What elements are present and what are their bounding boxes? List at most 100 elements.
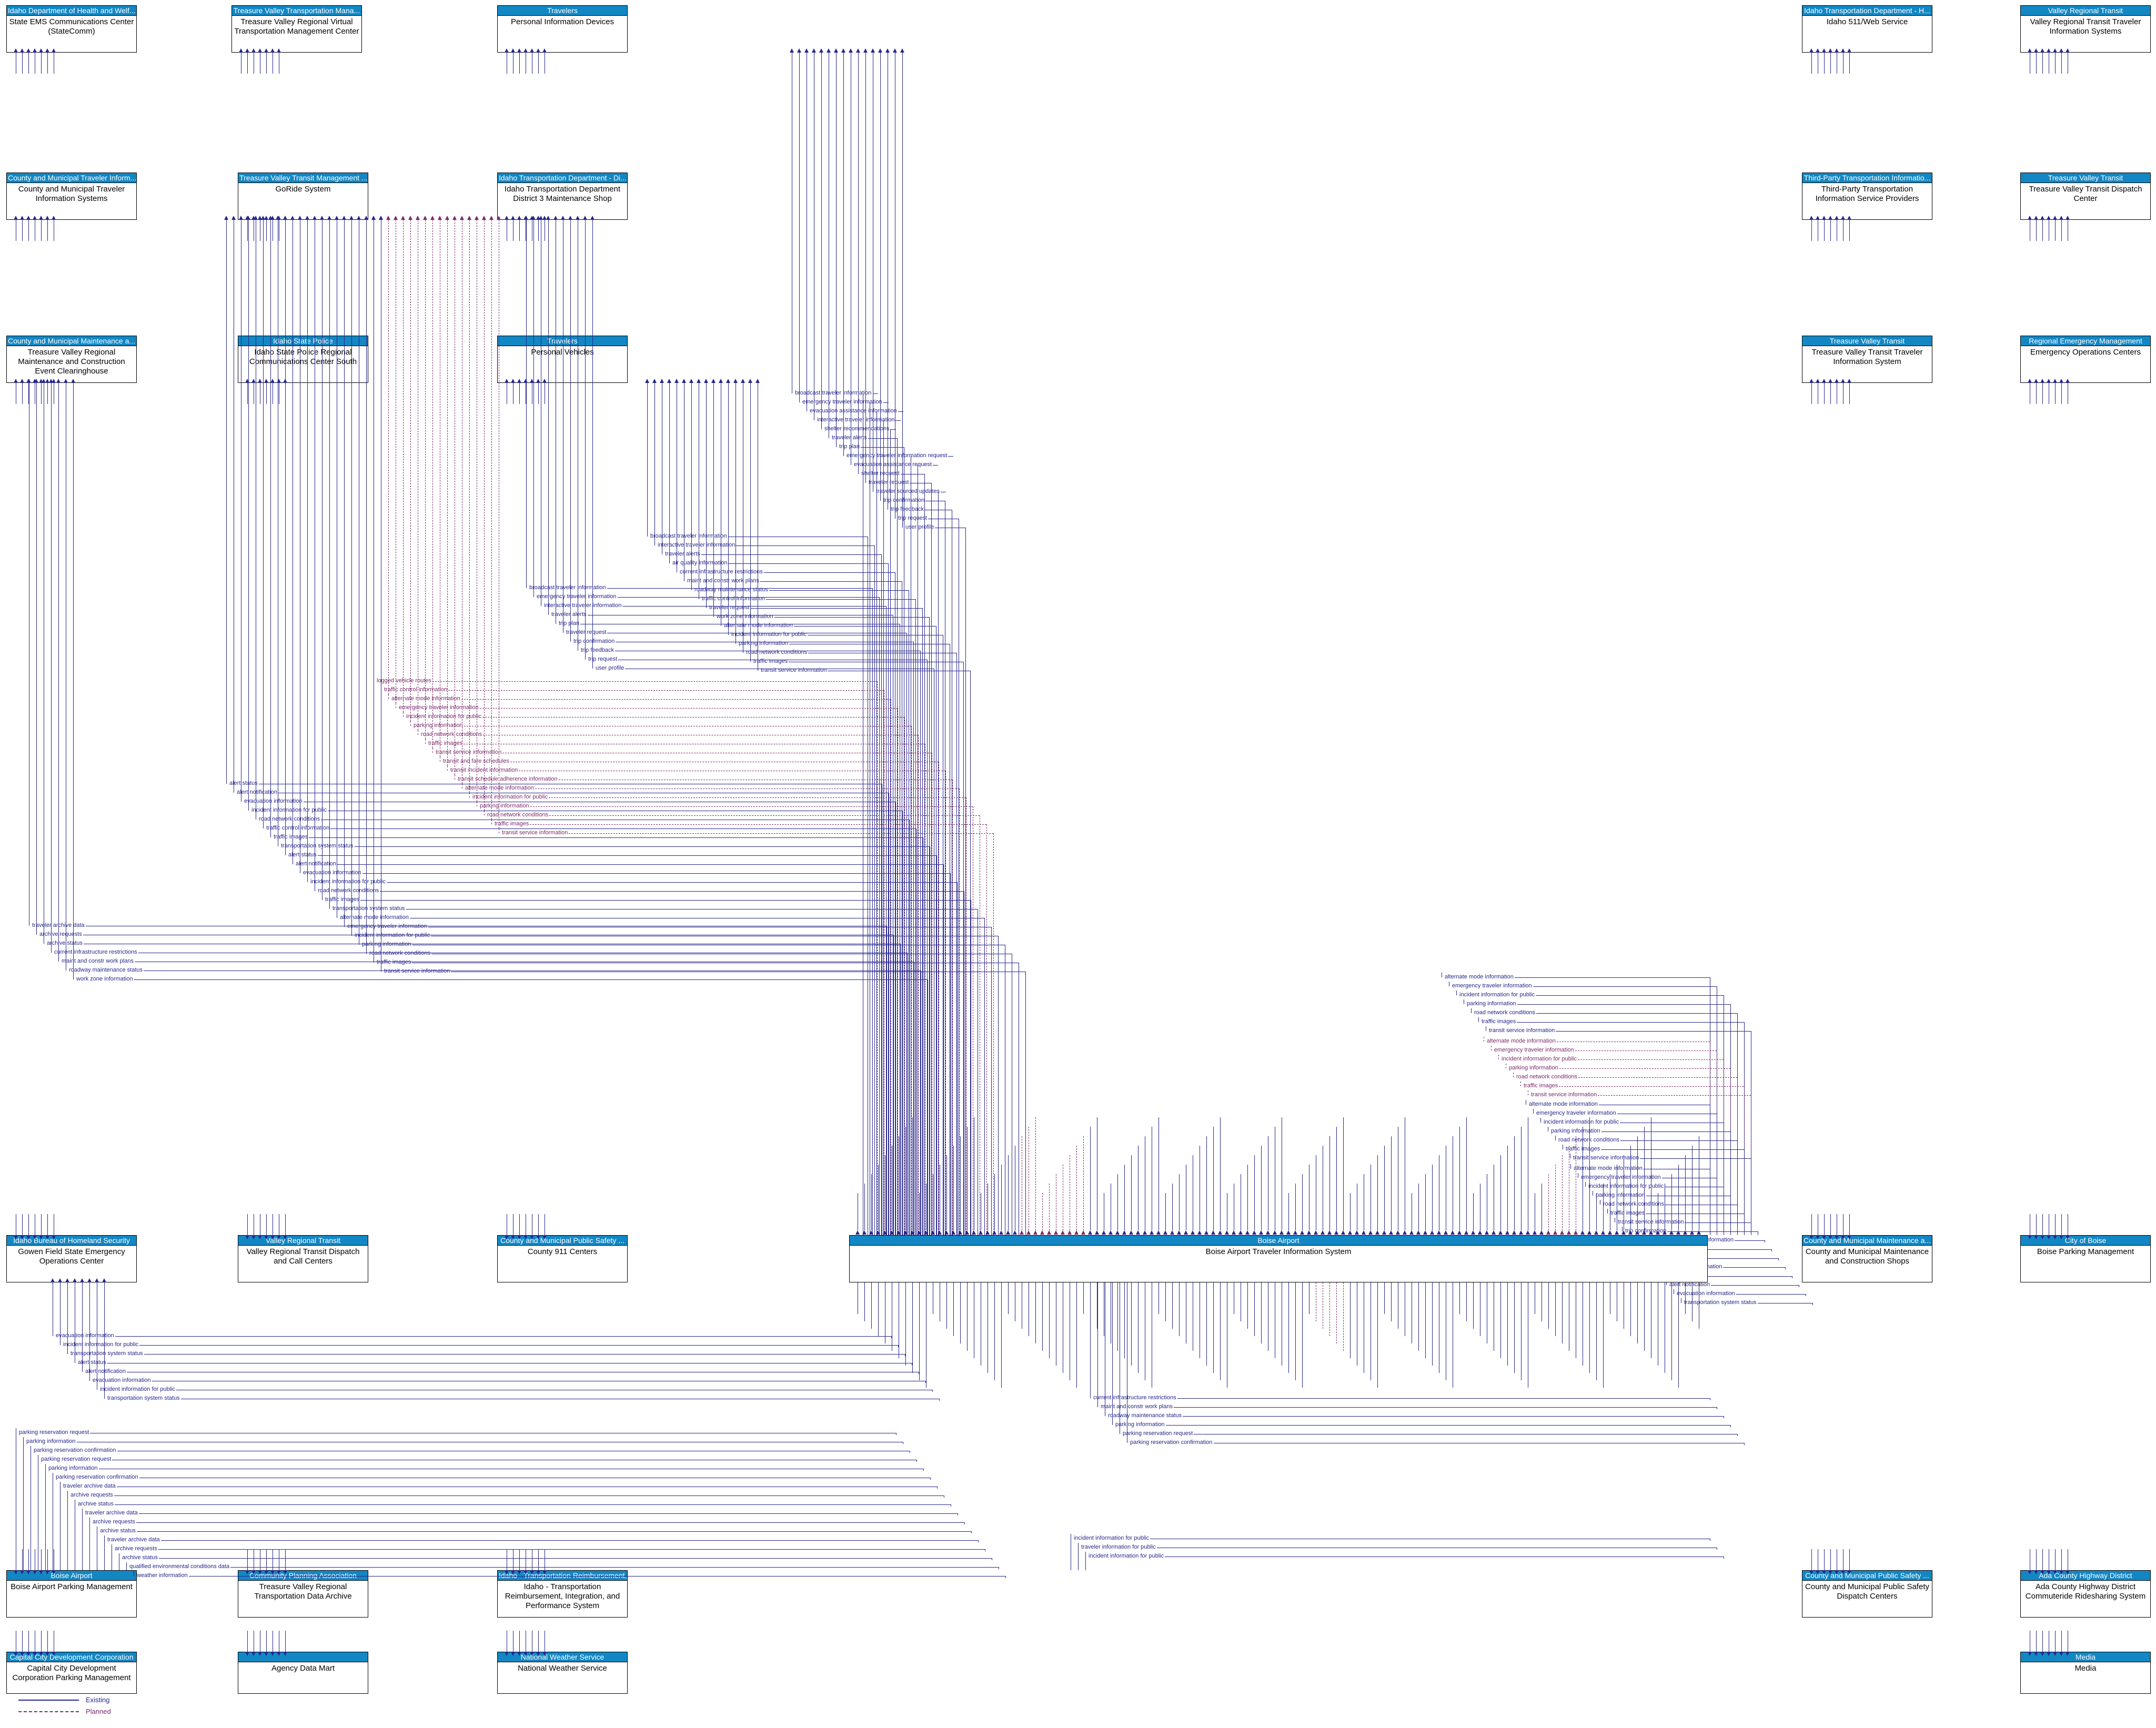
centre-bottom-riser — [953, 1282, 954, 1336]
flow-connector-vertical — [893, 935, 894, 1235]
element-box-goride[interactable]: Treasure Valley Transit Management ... Go… — [238, 173, 368, 220]
element-box-thirdparty[interactable]: Third-Party Transportation Informatio...… — [1802, 173, 1932, 220]
element-box-trips[interactable]: Idaho - Transportation Reimbursement, In… — [497, 1570, 628, 1618]
element-box-ccdcpark[interactable]: Capital City Development Corporation Capi… — [6, 1652, 137, 1694]
centre-top-arrowhead — [1478, 1230, 1482, 1235]
flow-connector-riser — [902, 53, 903, 523]
element-stub — [519, 383, 520, 404]
element-box-gowen[interactable]: Idaho Bureau of Homeland Security Gowen F… — [6, 1235, 137, 1282]
element-stub-arrowhead — [530, 1652, 534, 1656]
element-box-pveh[interactable]: Travelers Personal Vehicles — [497, 336, 628, 383]
flow-connector-vertical — [943, 864, 944, 1235]
element-box-eoc[interactable]: Regional Emergency Management Emergency O… — [2020, 336, 2151, 383]
element-stub-arrowhead — [33, 1570, 37, 1574]
element-box-pid[interactable]: Travelers Personal Information Devices — [497, 5, 628, 53]
flow-label: user profile — [905, 524, 934, 530]
element-stub-arrowhead — [1835, 379, 1839, 383]
flow-connector-horizontal — [1711, 1285, 1799, 1286]
flow-connector-vertical — [913, 642, 914, 1235]
element-stub — [247, 383, 248, 404]
element-box-tvrvtmc[interactable]: Treasure Valley Transportation Mana... Tr… — [231, 5, 362, 53]
flow-connector-stub — [1513, 1073, 1514, 1077]
element-stub-arrowhead — [283, 379, 287, 383]
centre-top-arrowhead — [1266, 1230, 1270, 1235]
flow-connector-stub — [1078, 1543, 1079, 1548]
centre-top-riser — [1083, 1136, 1084, 1230]
centre-top-riser — [1391, 1136, 1392, 1230]
element-box-nws[interactable]: National Weather Service National Weather… — [497, 1652, 628, 1694]
flow-arrowhead — [49, 379, 53, 383]
centre-bottom-riser — [1213, 1282, 1214, 1373]
flow-connector-riser — [1112, 1282, 1113, 1420]
element-name: State EMS Communications Center (StateCo… — [9, 17, 134, 36]
element-box-i511[interactable]: Idaho Transportation Department - H... Id… — [1802, 5, 1932, 53]
element-box-boisepark[interactable]: City of Boise Boise Parking Management — [2020, 1235, 2151, 1282]
element-box-achdcomm[interactable]: Ada County Highway District Ada County Hi… — [2020, 1570, 2151, 1618]
flow-connector-horizontal — [618, 597, 879, 598]
flow-label: traffic images — [1482, 1018, 1516, 1025]
element-stakeholder: City of Boise — [2021, 1236, 2150, 1246]
element-stub — [519, 1549, 520, 1570]
centre-top-arrowhead — [1519, 1230, 1523, 1235]
center-element-box[interactable]: Boise Airport Boise Airport Traveler Inf… — [849, 1235, 1708, 1282]
flow-label: traffic images — [1610, 1210, 1645, 1216]
flow-connector-stub — [1478, 1017, 1479, 1022]
element-box-media[interactable]: Media Media — [2020, 1652, 2151, 1694]
centre-top-riser — [1131, 1155, 1132, 1230]
centre-top-arrowhead — [1252, 1230, 1256, 1235]
flow-connector-riser — [425, 220, 426, 739]
element-stub-arrowhead — [39, 1235, 43, 1239]
element-box-bairpark[interactable]: Boise Airport Boise Airport Parking Manag… — [6, 1570, 137, 1618]
element-box-adm[interactable]: Agency Data Mart — [238, 1652, 368, 1694]
centre-top-arrowhead — [972, 1230, 976, 1235]
element-box-tvtdisp[interactable]: Treasure Valley Transit Treasure Valley T… — [2020, 173, 2151, 220]
flow-connector-riser — [713, 383, 714, 612]
element-name: Treasure Valley Transit Traveler Informa… — [1811, 348, 1923, 366]
element-stub-arrowhead — [39, 48, 43, 53]
element-box-itdd3[interactable]: Idaho Transportation Department - Di... I… — [497, 173, 628, 220]
flow-connector-riser — [270, 220, 271, 833]
flow-connector-vertical — [970, 671, 971, 1235]
element-stub-arrowhead — [45, 1652, 49, 1656]
element-box-statecomm[interactable]: Idaho Department of Health and Welf... St… — [6, 5, 137, 53]
element-box-tvttis[interactable]: Treasure Valley Transit Treasure Valley T… — [1802, 336, 1932, 383]
element-box-cmmcs[interactable]: County and Municipal Maintenance a... Cou… — [1802, 1235, 1932, 1282]
element-box-cmtis[interactable]: County and Municipal Traveler Inform... C… — [6, 173, 137, 220]
centre-bottom-riser — [946, 1282, 947, 1329]
flow-arrowhead — [674, 379, 679, 383]
flow-connector-vertical — [881, 554, 882, 1235]
element-stub-arrowhead — [511, 216, 515, 220]
element-box-vrttis[interactable]: Valley Regional Transit Valley Regional T… — [2020, 5, 2151, 53]
centre-top-riser — [912, 1117, 913, 1230]
element-box-tvrtda[interactable]: Community Planning Association Treasure V… — [238, 1570, 368, 1618]
flow-arrowhead — [80, 1278, 84, 1282]
flow-connector-horizontal — [760, 581, 902, 582]
element-box-vrtdisp[interactable]: Valley Regional Transit Valley Regional T… — [238, 1235, 368, 1282]
element-box-county911[interactable]: County and Municipal Public Safety ... Co… — [497, 1235, 628, 1282]
flow-arrowhead — [416, 216, 420, 220]
element-box-tvrmcec[interactable]: County and Municipal Maintenance a... Tre… — [6, 336, 137, 383]
element-stub-arrowhead — [277, 216, 281, 220]
centre-top-arrowhead — [1040, 1230, 1044, 1235]
flow-label: traveler alerts — [832, 434, 867, 441]
element-stub-arrowhead — [45, 48, 49, 53]
element-box-cmpsdc[interactable]: County and Municipal Public Safety ... Co… — [1802, 1570, 1932, 1618]
flow-arrowhead — [856, 48, 860, 53]
flow-connector-horizontal — [766, 599, 915, 600]
flow-connector-stub — [82, 1367, 83, 1372]
centre-top-riser — [1076, 1146, 1077, 1230]
flow-connector-horizontal — [480, 708, 898, 709]
element-box-ispccs[interactable]: Idaho State Police Idaho State Police Reg… — [238, 336, 368, 383]
element-stub-arrowhead — [2028, 48, 2032, 53]
element-stub — [22, 220, 23, 241]
centre-bottom-riser — [1329, 1282, 1330, 1336]
centre-bottom-riser — [1117, 1282, 1118, 1351]
element-name: County and Municipal Public Safety Dispa… — [1805, 1582, 1929, 1601]
centre-top-arrowhead — [1649, 1230, 1653, 1235]
centre-top-arrowhead — [1191, 1230, 1195, 1235]
flow-connector-vertical — [916, 1460, 917, 1462]
element-stub-arrowhead — [505, 48, 509, 53]
center-element-stakeholder: Boise Airport — [850, 1236, 1707, 1246]
flow-connector-horizontal — [530, 824, 986, 825]
centre-top-arrowhead — [896, 1230, 901, 1235]
